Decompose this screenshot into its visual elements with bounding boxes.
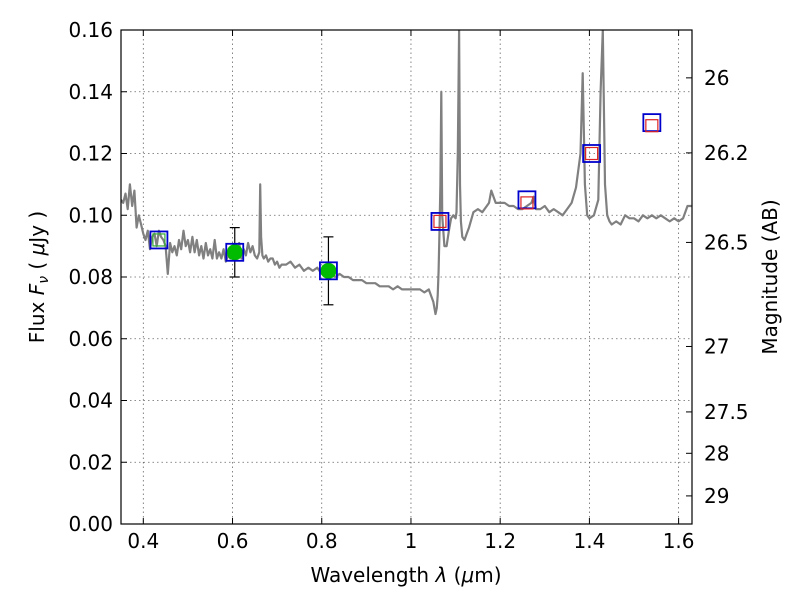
x-axis-title: Wavelength λ (μm) [310,563,501,587]
right-tick-label: 28 [704,441,729,465]
right-tick-label: 27.5 [704,400,749,424]
y-tick-label: 0.04 [68,389,113,413]
x-tick-label: 1.2 [484,529,516,553]
y-tick-label: 0.14 [68,80,113,104]
right-axis-title: Magnitude (AB) [758,199,782,354]
x-tick-label: 0.8 [306,529,338,553]
photometry-marker [430,212,450,231]
data-layer [121,30,692,316]
x-tick-label: 1.6 [663,529,695,553]
data-point [320,262,337,279]
y-tick-label: 0.10 [68,203,113,227]
photometry-marker [319,261,338,281]
x-tick-label: 0.4 [127,529,159,553]
y-tick-label: 0.12 [68,142,113,166]
ticks: 0.4 0.6 0.8 1 1.2 1.4 1.6 0.00 0.02 0.04 0.06 0.08 0… [68,18,748,553]
data-point [226,244,243,261]
y-tick-label: 0.08 [68,265,113,289]
photometry-marker [149,230,169,250]
grid [121,29,692,525]
photometry-marker [152,233,166,247]
right-tick-label: 26.5 [704,230,749,254]
spectrum-line [121,30,692,316]
x-tick-label: 1.4 [573,529,605,553]
photometry-marker [645,119,659,133]
y-tick-label: 0.06 [68,327,113,351]
x-tick-label: 0.6 [217,529,249,553]
y-tick-label: 0.00 [68,512,113,536]
y-tick-label: 0.16 [68,18,113,42]
photometry-marker [520,196,534,210]
right-tick-label: 26.2 [704,141,749,165]
photometry-marker [582,144,602,163]
y-tick-label: 0.02 [68,450,113,474]
x-tick-label: 1 [405,529,418,553]
photometry-marker [225,242,245,262]
y-axis-title: Flux Fν ( μJy ) [25,211,52,343]
right-tick-label: 26 [704,66,729,90]
photometry-marker [585,146,599,161]
photometry-marker [433,214,447,229]
right-tick-label: 29 [704,484,729,508]
right-tick-label: 27 [704,334,729,358]
